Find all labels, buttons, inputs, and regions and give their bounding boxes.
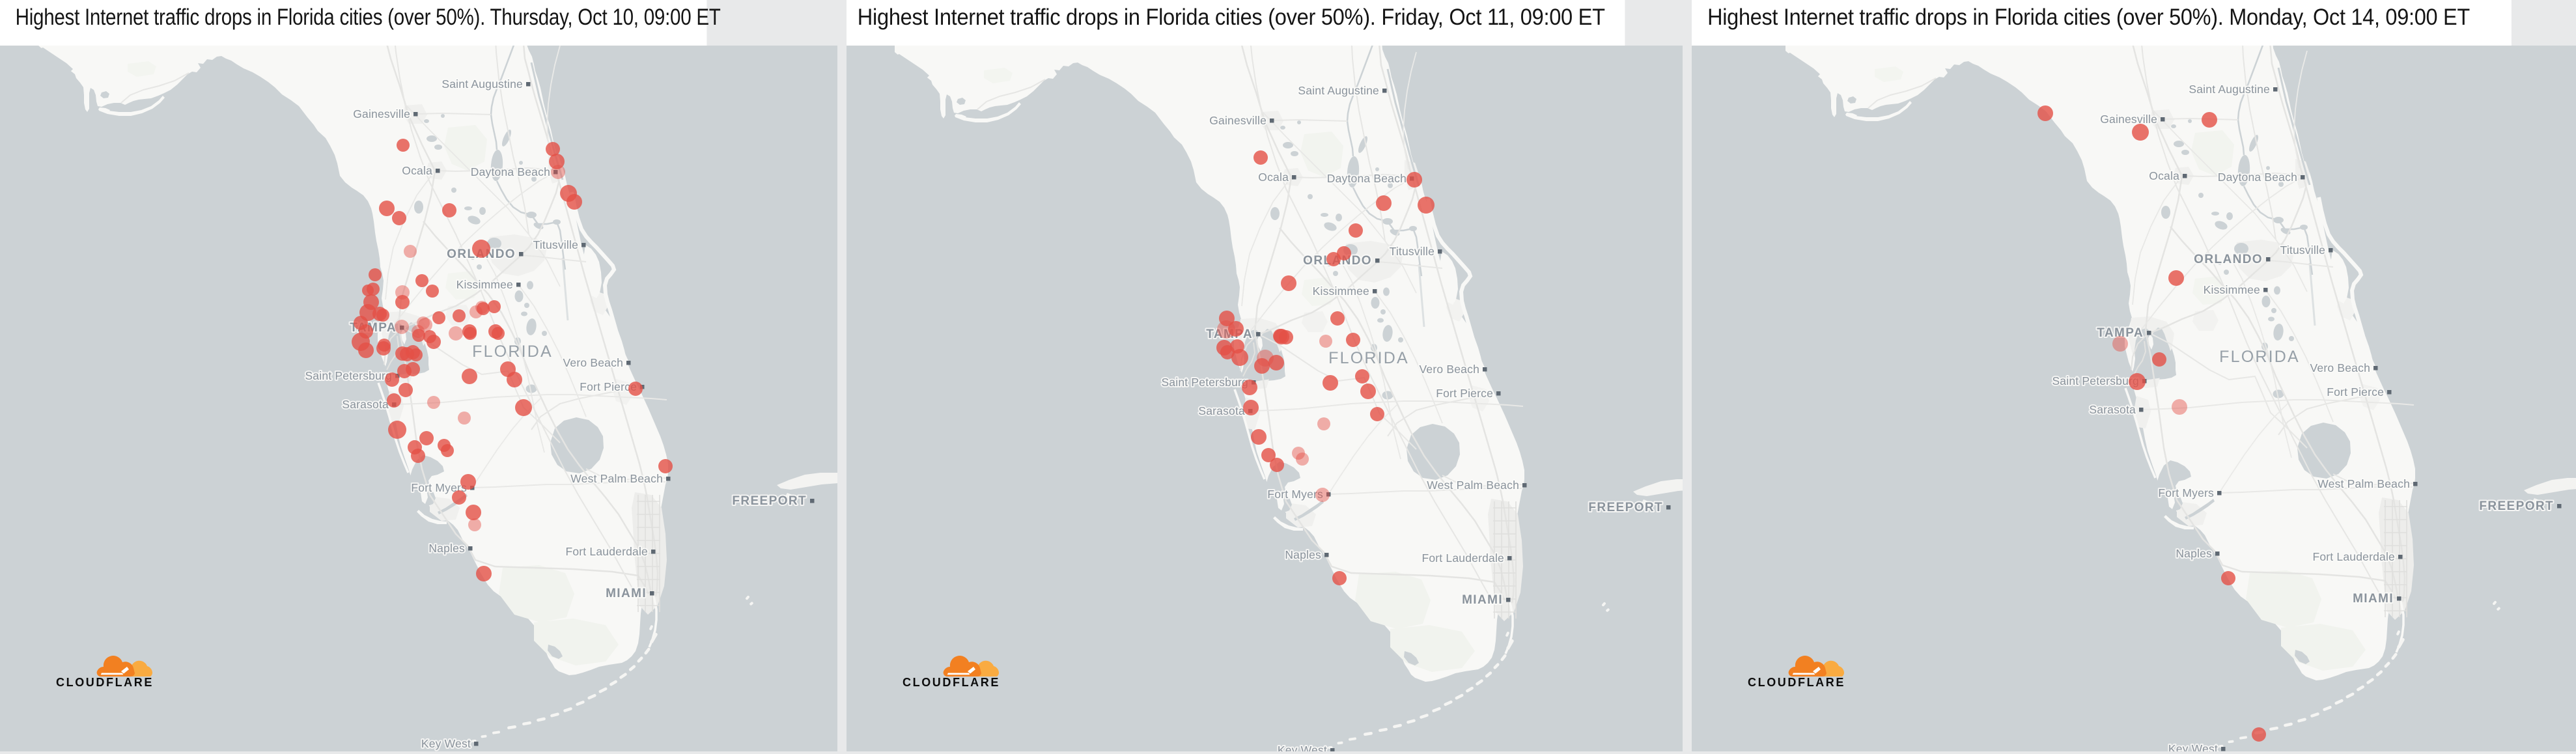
svg-text:CLOUDFLARE: CLOUDFLARE — [903, 676, 1000, 689]
svg-text:CLOUDFLARE: CLOUDFLARE — [1748, 676, 1845, 689]
svg-text:CLOUDFLARE: CLOUDFLARE — [56, 676, 154, 689]
